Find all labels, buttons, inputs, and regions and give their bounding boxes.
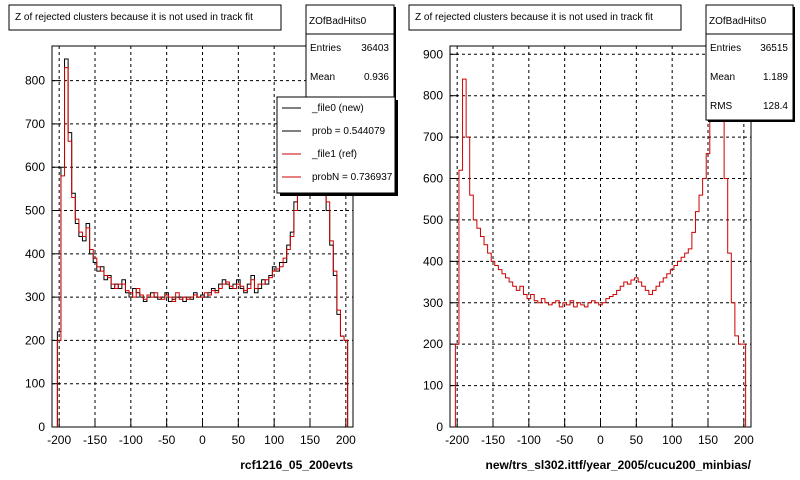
- x-tick-label: 200: [336, 433, 356, 447]
- y-tick-label: 0: [436, 420, 443, 434]
- stats-label: Entries: [710, 43, 741, 54]
- legend-entry: probN = 0.736937: [312, 172, 393, 183]
- legend-entry: _file1 (ref): [311, 149, 357, 160]
- stats-label: Mean: [310, 72, 335, 83]
- stats-value: 1.189: [763, 72, 788, 83]
- histogram-panel-right: -200 -150 -100 -50 0 50 100 150 200 0 100 200 300 400…: [408, 4, 795, 472]
- y-tick-label: 600: [423, 172, 443, 186]
- x-tick-label: -200: [47, 433, 71, 447]
- x-tick-label: 50: [232, 433, 246, 447]
- x-tick-label: -200: [445, 433, 469, 447]
- x-tick-label: 0: [597, 433, 604, 447]
- y-tick-label: 200: [25, 333, 45, 347]
- stats-label: Entries: [310, 43, 341, 54]
- y-tick-label: 900: [423, 47, 443, 61]
- legend-entry: _file0 (new): [311, 103, 364, 114]
- y-tick-label: 500: [423, 213, 443, 227]
- x-tick-label: 200: [734, 433, 754, 447]
- x-tick-label: 100: [662, 433, 682, 447]
- legend-entry: prob = 0.544079: [312, 126, 386, 137]
- title-box: [408, 4, 682, 31]
- x-tick-label: -50: [556, 433, 574, 447]
- x-tick-label: 0: [199, 433, 206, 447]
- stats-value: 0.936: [364, 72, 389, 83]
- y-tick-label: 200: [423, 337, 443, 351]
- y-tick-label: 700: [423, 130, 443, 144]
- stats-box: [705, 4, 794, 121]
- x-tick-label: -150: [481, 433, 505, 447]
- stats-name: ZOfBadHits0: [309, 16, 367, 27]
- stats-value: 36403: [361, 43, 389, 54]
- y-tick-label: 600: [25, 160, 45, 174]
- stats-value: 36515: [760, 43, 788, 54]
- plot-title: Z of rejected clusters because it is not…: [415, 12, 653, 23]
- x-tick-label: -100: [119, 433, 143, 447]
- y-tick-label: 400: [423, 254, 443, 268]
- x-tick-label: 100: [264, 433, 284, 447]
- y-tick-label: 700: [25, 117, 45, 131]
- stats-label: RMS: [710, 101, 733, 112]
- histogram-panel-left: -200 -150 -100 -50 0 50 100 150 200 0 100 200 300 400…: [8, 4, 398, 472]
- y-tick-label: 0: [38, 420, 45, 434]
- x-axis-label: rcf1216_05_200evts: [240, 458, 353, 472]
- y-tick-label: 800: [25, 74, 45, 88]
- y-tick-label: 400: [25, 247, 45, 261]
- y-tick-label: 800: [423, 89, 443, 103]
- y-tick-label: 300: [423, 296, 443, 310]
- plot-frame: [449, 45, 752, 428]
- title-box: [8, 4, 282, 31]
- x-tick-label: -150: [83, 433, 107, 447]
- histogram-series-ref: [454, 78, 747, 427]
- stats-value: 128.4: [763, 101, 788, 112]
- stats-label: Mean: [710, 72, 735, 83]
- x-tick-label: -50: [158, 433, 176, 447]
- y-tick-label: 300: [25, 290, 45, 304]
- plot-title: Z of rejected clusters because it is not…: [15, 12, 253, 23]
- x-tick-label: 50: [630, 433, 644, 447]
- y-tick-label: 500: [25, 204, 45, 218]
- y-tick-label: 100: [25, 377, 45, 391]
- stats-name: ZOfBadHits0: [709, 16, 767, 27]
- x-tick-label: 150: [698, 433, 718, 447]
- x-tick-label: -100: [517, 433, 541, 447]
- x-tick-label: 150: [300, 433, 320, 447]
- y-tick-label: 100: [423, 379, 443, 393]
- x-axis-label: new/trs_sl302.ittf/year_2005/cucu200_min…: [486, 458, 752, 472]
